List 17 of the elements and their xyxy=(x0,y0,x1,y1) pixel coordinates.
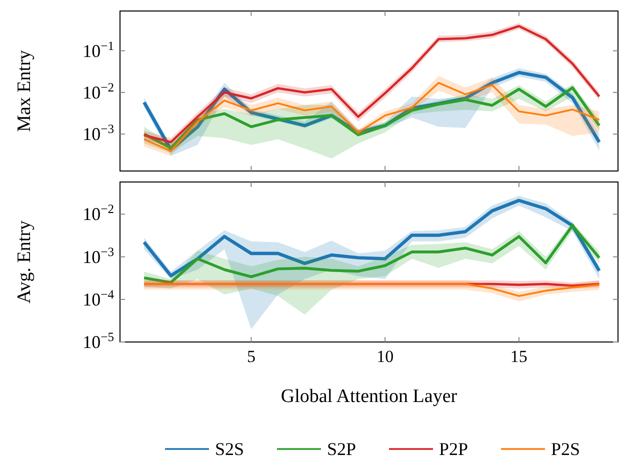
y-tick-label: 10$^{−3}$ xyxy=(82,122,114,144)
y-tick-label: 10$^{−3}$ xyxy=(82,244,114,267)
legend-label: P2S xyxy=(551,439,580,459)
x-tick-label: 5 xyxy=(246,347,256,366)
x-axis-title: Global Attention Layer xyxy=(280,386,458,407)
y-tick-label: 10$^{−2}$ xyxy=(82,80,114,102)
y-tick-label: 10$^{−5}$ xyxy=(82,330,114,352)
legend-label: P2P xyxy=(439,439,468,459)
legend-label: S2S xyxy=(215,439,244,459)
y-axis-title: Max Entry xyxy=(14,50,35,132)
y-tick-label: 10$^{−4}$ xyxy=(82,287,115,310)
x-tick-label: 15 xyxy=(510,347,528,366)
legend-label: S2P xyxy=(327,439,356,459)
y-tick-label: 10$^{−1}$ xyxy=(82,38,114,61)
x-tick-label: 10 xyxy=(376,347,394,366)
y-tick-label: 10$^{−2}$ xyxy=(82,202,114,224)
y-axis-title: Avg. Entry xyxy=(14,220,35,304)
